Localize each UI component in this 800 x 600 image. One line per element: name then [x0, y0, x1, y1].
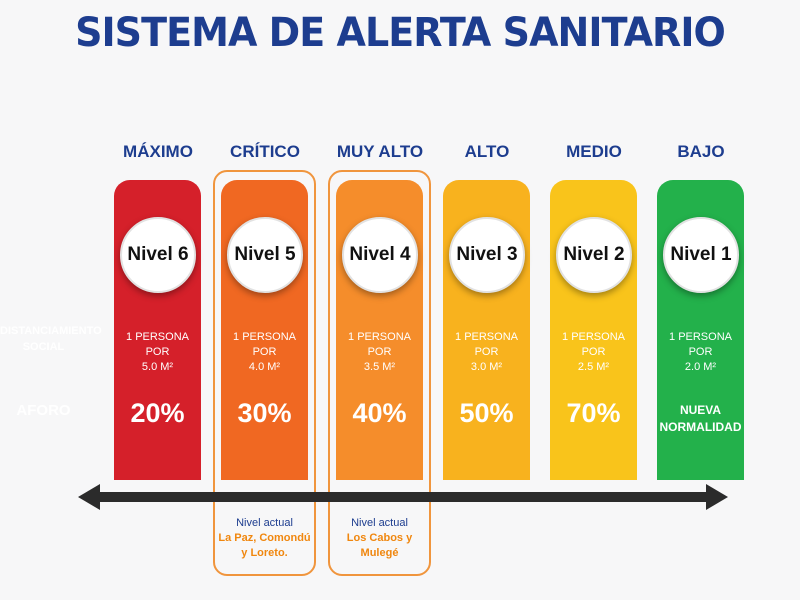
level-name-medio: MEDIO: [566, 142, 622, 161]
dist-line-2: 3.5 M²: [363, 361, 396, 373]
current-level-note-nivel-4: Nivel actual Los Cabos y Mulegé: [328, 516, 431, 561]
current-level-note-nivel-5: Nivel actual La Paz, Comondú y Loreto.: [213, 516, 316, 561]
dist-line-1: 1 PERSONA POR: [562, 331, 625, 358]
current-level-outline-nivel-4: [328, 170, 431, 576]
badge-nivel-2: Nivel 2: [556, 217, 632, 293]
note-label: Nivel actual: [236, 517, 293, 529]
current-level-outline-nivel-5: [213, 170, 316, 576]
dist-nivel-6: 1 PERSONA POR 5.0 M²: [114, 330, 201, 375]
dist-nivel-5: 1 PERSONA POR 4.0 M²: [221, 330, 308, 375]
dist-line-2: 3.0 M²: [470, 361, 503, 373]
aforo-nivel-5: 30%: [237, 398, 292, 428]
dist-line-1: 1 PERSONA POR: [669, 331, 732, 358]
aforo-line-1: NUEVA: [679, 403, 722, 417]
dist-line-2: 2.5 M²: [577, 361, 610, 373]
dist-line-1: 1 PERSONA POR: [348, 331, 411, 358]
note-label: Nivel actual: [351, 517, 408, 529]
aforo-nivel-3: 50%: [459, 398, 514, 428]
dist-line-2: 5.0 M²: [141, 361, 174, 373]
badge-nivel-6: Nivel 6: [120, 217, 196, 293]
badge-nivel-3: Nivel 3: [449, 217, 525, 293]
note-places-line-2: Mulegé: [360, 547, 399, 559]
dist-nivel-3: 1 PERSONA POR 3.0 M²: [443, 330, 530, 375]
dist-nivel-2: 1 PERSONA POR 2.5 M²: [550, 330, 637, 375]
level-name-bajo: BAJO: [677, 142, 725, 161]
page-title: SISTEMA DE ALERTA SANITARIO: [75, 10, 726, 56]
level-name-maximo: MÁXIMO: [123, 142, 193, 161]
aforo-nivel-1: NUEVA NORMALIDAD: [657, 402, 744, 436]
aforo-line-2: NORMALIDAD: [659, 420, 742, 434]
dist-line-2: 4.0 M²: [248, 361, 281, 373]
level-name-muy-alto: MUY ALTO: [336, 142, 424, 161]
level-name-critico: CRÍTICO: [230, 142, 300, 161]
dist-nivel-4: 1 PERSONA POR 3.5 M²: [336, 330, 423, 375]
badge-nivel-1: Nivel 1: [663, 217, 739, 293]
arrow-left-icon: [78, 484, 100, 510]
aforo-nivel-6: 20%: [130, 398, 185, 428]
level-name-alto: ALTO: [464, 142, 510, 161]
dist-line-1: 1 PERSONA POR: [455, 331, 518, 358]
badge-nivel-5: Nivel 5: [227, 217, 303, 293]
note-places-line-1: La Paz, Comondú: [218, 532, 311, 544]
note-places-line-2: y Loreto.: [241, 547, 288, 559]
distanciamiento-label: DISTANCIAMIENTO SOCIAL: [0, 325, 102, 353]
aforo-label: AFORO: [16, 402, 71, 419]
dist-line-1: 1 PERSONA POR: [233, 331, 296, 358]
badge-nivel-4: Nivel 4: [342, 217, 418, 293]
note-places-line-1: Los Cabos y: [346, 532, 413, 544]
aforo-nivel-2: 70%: [566, 398, 621, 428]
arrow-right-icon: [706, 484, 728, 510]
dist-line-2: 2.0 M²: [684, 361, 717, 373]
dist-nivel-1: 1 PERSONA POR 2.0 M²: [657, 330, 744, 375]
aforo-nivel-4: 40%: [352, 398, 407, 428]
scale-arrow: [96, 492, 708, 502]
dist-line-1: 1 PERSONA POR: [126, 331, 189, 358]
